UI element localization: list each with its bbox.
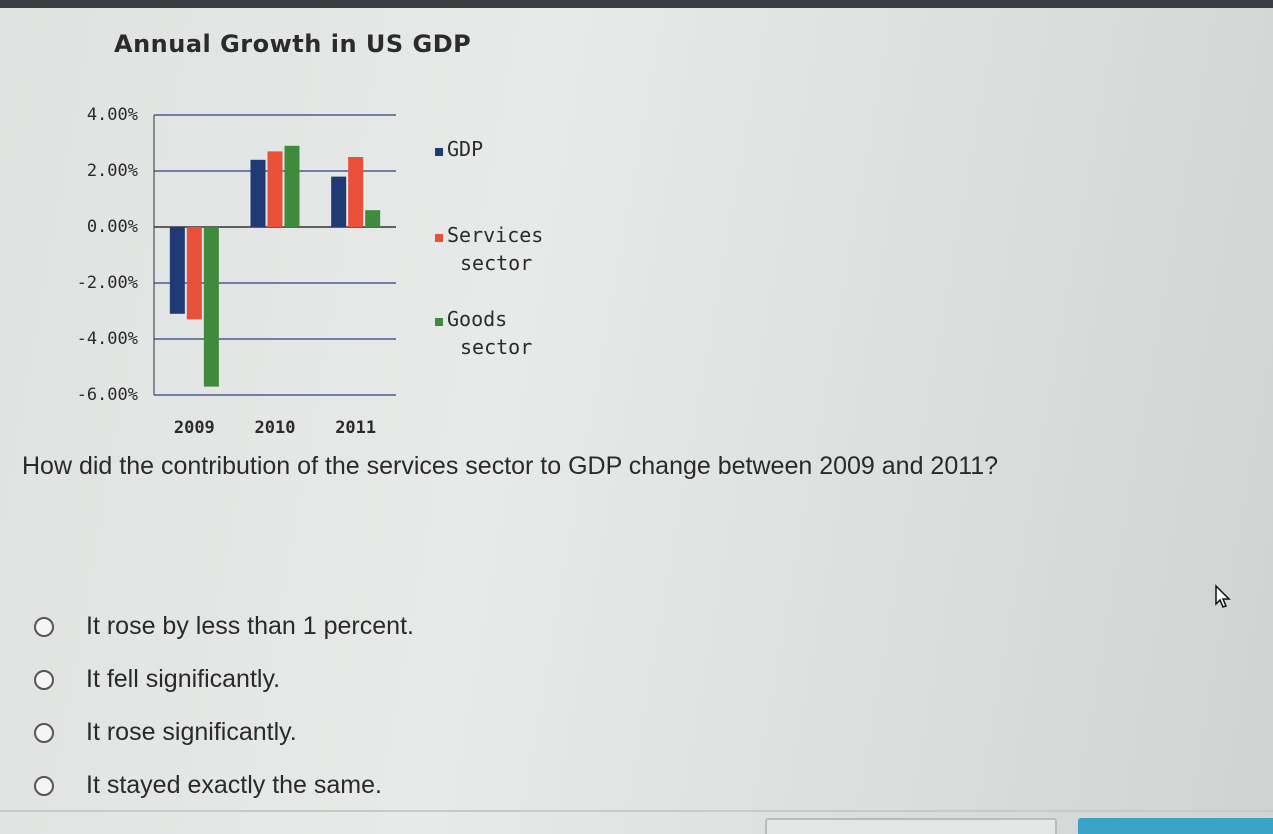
bar-chart: 4.00% 2.00% 0.00% -2.00% -4.00% -6.00% 2009 201… — [77, 105, 544, 438]
bar-goods-sector-2011 — [365, 210, 381, 227]
bar-gdp-2009 — [169, 227, 185, 314]
next-button[interactable] — [1078, 818, 1273, 834]
answer-option-label: It rose by less than 1 percent. — [86, 612, 414, 640]
answer-option-3[interactable]: It rose significantly. — [34, 706, 414, 759]
legend-label: sector — [460, 251, 532, 275]
bar-gdp-2010 — [250, 159, 266, 227]
back-button[interactable] — [765, 818, 1057, 834]
answer-option-label: It fell significantly. — [86, 665, 281, 693]
answer-option-label: It stayed exactly the same. — [86, 771, 382, 799]
x-tick-label: 2011 — [335, 418, 376, 438]
radio-button[interactable] — [34, 722, 54, 743]
legend-swatch — [435, 234, 443, 242]
bar-services-sector-2010 — [267, 151, 283, 227]
y-tick-label: -6.00% — [77, 385, 138, 405]
radio-button[interactable] — [34, 616, 54, 637]
answer-options: It rose by less than 1 percent. It fell … — [34, 600, 414, 812]
legend-swatch — [435, 318, 443, 326]
answer-option-2[interactable]: It fell significantly. — [34, 653, 414, 706]
y-tick-label: 0.00% — [87, 217, 138, 237]
x-tick-label: 2010 — [255, 418, 296, 438]
answer-option-label: It rose significantly. — [86, 718, 297, 746]
mouse-pointer-icon — [1215, 584, 1231, 608]
bar-goods-sector-2009 — [203, 227, 219, 387]
y-tick-label: -2.00% — [77, 273, 138, 293]
bar-services-sector-2009 — [186, 227, 202, 320]
x-tick-label: 2009 — [174, 418, 215, 438]
bar-gdp-2011 — [331, 176, 347, 227]
bar-services-sector-2011 — [348, 157, 364, 227]
y-tick-label: 2.00% — [87, 161, 138, 181]
question-text: How did the contribution of the services… — [22, 452, 999, 480]
answer-option-4[interactable]: It stayed exactly the same. — [34, 759, 414, 812]
legend-label: sector — [460, 335, 532, 359]
y-tick-label: 4.00% — [87, 105, 138, 125]
top-bar — [0, 0, 1273, 8]
legend-swatch — [435, 148, 443, 156]
legend-label: Services — [447, 223, 543, 247]
divider — [0, 810, 1273, 812]
legend-label: Goods — [447, 307, 507, 331]
radio-button[interactable] — [34, 669, 54, 690]
chart-title: Annual Growth in US GDP — [114, 30, 472, 58]
y-tick-label: -4.00% — [77, 329, 138, 349]
answer-option-1[interactable]: It rose by less than 1 percent. — [34, 600, 414, 653]
legend-label: GDP — [447, 137, 483, 161]
radio-button[interactable] — [34, 775, 54, 796]
bar-goods-sector-2010 — [284, 145, 300, 227]
